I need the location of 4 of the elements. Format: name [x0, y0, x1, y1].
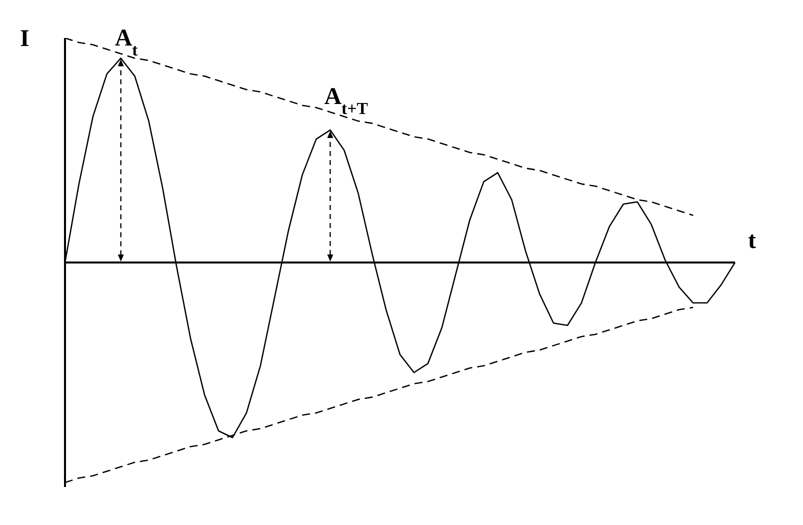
x-axis-title: t [748, 228, 756, 255]
annotation: A$_{t}$ [114, 26, 138, 60]
y-axis-title: I [20, 26, 30, 53]
annotation: A$_{t+T}$ [324, 84, 368, 118]
